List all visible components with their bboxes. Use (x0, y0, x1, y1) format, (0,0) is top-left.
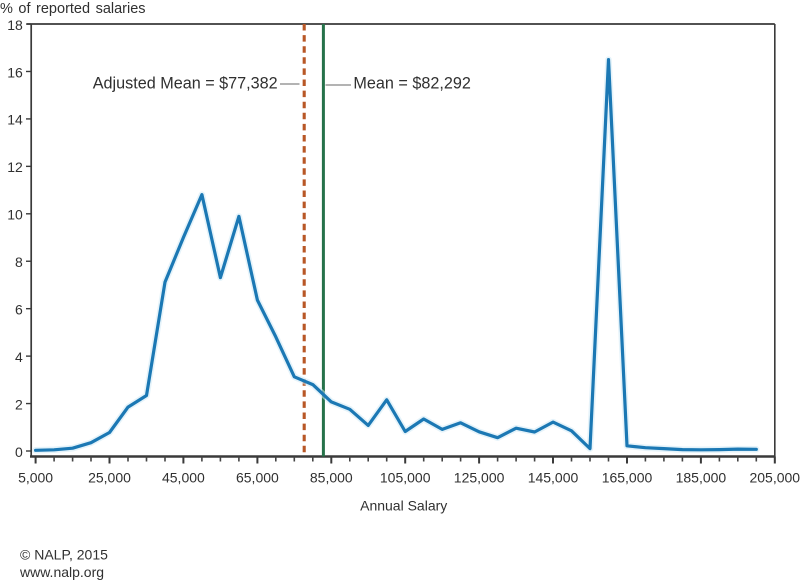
svg-text:14: 14 (7, 112, 23, 128)
svg-text:45,000: 45,000 (162, 470, 205, 486)
svg-text:4: 4 (15, 349, 23, 365)
svg-text:Adjusted Mean = $77,382: Adjusted Mean = $77,382 (93, 75, 278, 93)
svg-text:Annual Salary: Annual Salary (360, 498, 447, 514)
svg-text:145,000: 145,000 (528, 470, 579, 486)
svg-text:185,000: 185,000 (676, 470, 727, 486)
svg-text:12: 12 (7, 159, 23, 175)
svg-text:16: 16 (7, 64, 23, 80)
svg-text:© NALP, 2015: © NALP, 2015 (20, 547, 108, 563)
svg-text:65,000: 65,000 (236, 470, 279, 486)
svg-text:5,000: 5,000 (18, 470, 53, 486)
svg-text:85,000: 85,000 (310, 470, 353, 486)
svg-text:105,000: 105,000 (380, 470, 431, 486)
svg-text:25,000: 25,000 (88, 470, 131, 486)
svg-text:165,000: 165,000 (602, 470, 653, 486)
svg-text:8: 8 (15, 254, 23, 270)
svg-text:2: 2 (15, 396, 23, 412)
svg-text:www.nalp.org: www.nalp.org (19, 564, 104, 580)
svg-text:Mean = $82,292: Mean = $82,292 (353, 75, 470, 93)
svg-text:6: 6 (15, 301, 23, 317)
svg-text:205,000: 205,000 (749, 470, 800, 486)
svg-text:0: 0 (15, 444, 23, 460)
svg-text:10: 10 (7, 207, 23, 223)
svg-text:18: 18 (7, 17, 23, 33)
svg-text:% of reported salaries: % of reported salaries (0, 1, 146, 17)
svg-text:125,000: 125,000 (454, 470, 505, 486)
